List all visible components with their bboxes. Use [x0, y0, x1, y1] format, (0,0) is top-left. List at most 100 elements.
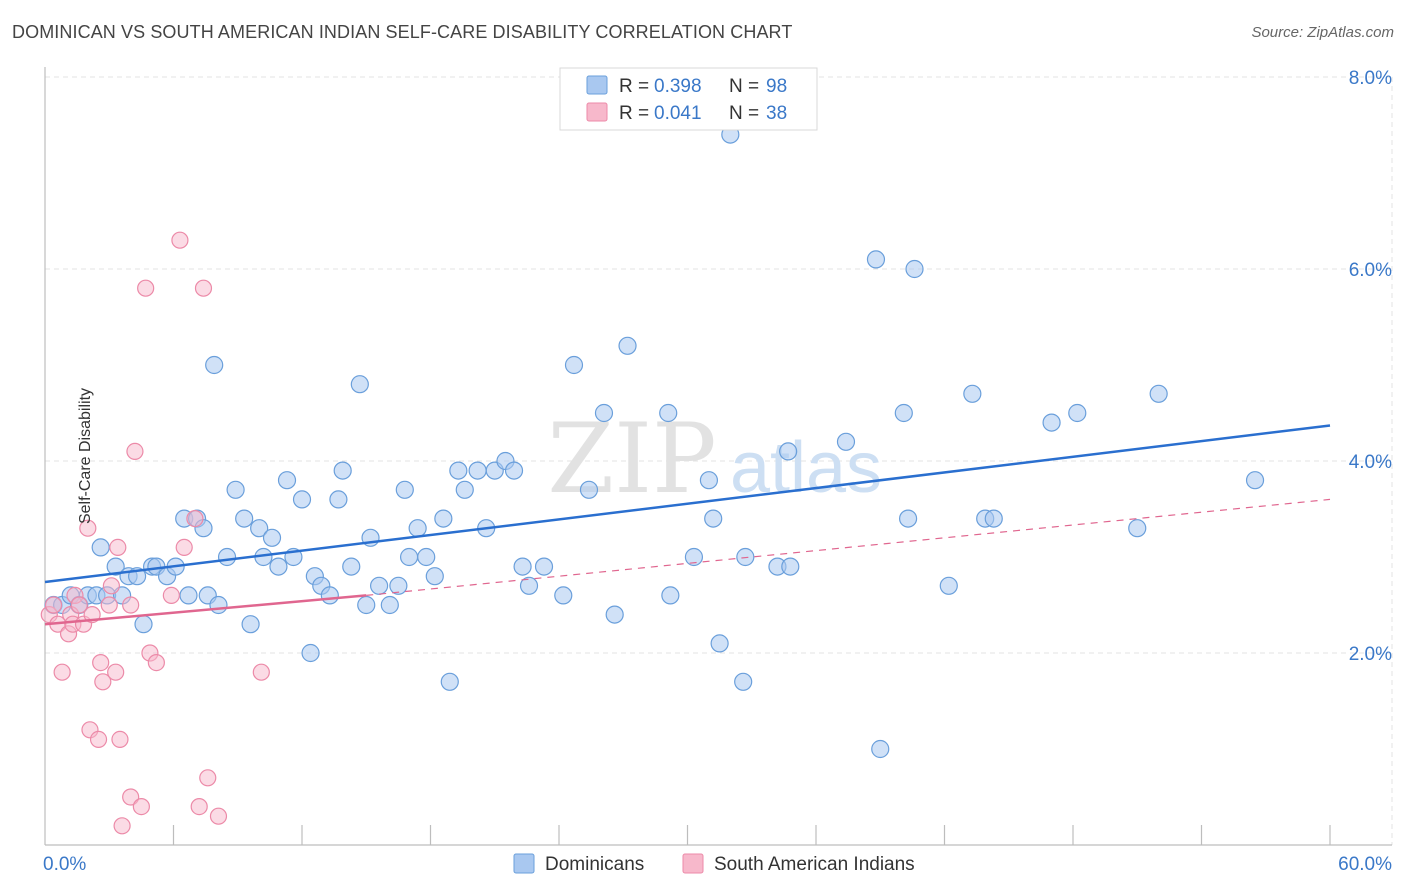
- x-tick-label-min: 0.0%: [43, 854, 86, 875]
- data-point-dominicans: [554, 586, 573, 605]
- data-point-dominicans: [1149, 384, 1168, 403]
- data-point-dominicans: [736, 547, 755, 567]
- data-point-dominicans: [699, 471, 719, 490]
- data-point-dominicans: [661, 586, 680, 605]
- data-point-south-american-indians: [89, 730, 108, 749]
- trend-lines: [44, 424, 1331, 626]
- data-point-south-american-indians: [102, 577, 120, 595]
- data-point-south-american-indians: [175, 538, 193, 557]
- data-point-south-american-indians: [137, 279, 155, 297]
- y-tick-label: 8.0%: [1349, 68, 1392, 89]
- data-point-dominicans: [320, 586, 339, 605]
- data-point-dominicans: [659, 403, 678, 423]
- data-point-dominicans: [734, 672, 753, 691]
- data-point-south-american-indians: [109, 538, 127, 557]
- data-point-dominicans: [262, 528, 282, 547]
- legend-n-value-1: 98: [766, 76, 787, 97]
- data-point-dominicans: [209, 595, 228, 615]
- data-point-dominicans: [333, 461, 352, 480]
- data-point-dominicans: [504, 461, 524, 480]
- data-point-south-american-indians: [94, 673, 112, 691]
- data-point-dominicans: [984, 509, 1003, 528]
- legend-r-value-1: 0.398: [654, 76, 702, 97]
- data-point-south-american-indians: [79, 519, 97, 537]
- legend-blue-swatch: [586, 75, 608, 95]
- data-point-dominicans: [1042, 413, 1061, 432]
- series-south-american-indians: [40, 231, 270, 835]
- data-point-dominicans: [468, 461, 487, 480]
- data-point-dominicans: [342, 557, 361, 576]
- data-point-dominicans: [179, 586, 198, 605]
- data-point-dominicans: [217, 547, 237, 567]
- data-point-dominicans: [134, 615, 153, 634]
- data-point-dominicans: [564, 355, 584, 375]
- data-point-dominicans: [871, 739, 890, 759]
- legend-n-value-2: 38: [766, 103, 787, 124]
- legend-n-label-2: N =: [729, 103, 759, 124]
- trend-line-dominicans: [44, 424, 1331, 584]
- data-point-dominicans: [408, 519, 427, 538]
- data-point-dominicans: [235, 509, 254, 528]
- data-point-dominicans: [250, 519, 269, 538]
- trend-line-south-american-indians: [44, 594, 367, 626]
- data-point-dominicans: [781, 557, 800, 576]
- data-point-dominicans: [425, 567, 444, 586]
- data-point-south-american-indians: [194, 279, 213, 297]
- data-point-dominicans: [389, 576, 408, 595]
- data-point-south-american-indians: [107, 663, 125, 681]
- data-point-south-american-indians: [132, 797, 150, 816]
- data-point-dominicans: [455, 480, 474, 499]
- data-point-dominicans: [91, 538, 110, 557]
- tick-labels: 2.0% 4.0% 6.0% 8.0% 0.0% 60.0%: [43, 68, 1392, 875]
- chart-title: DOMINICAN VS SOUTH AMERICAN INDIAN SELF-…: [12, 22, 793, 42]
- data-point-dominicans: [205, 355, 224, 375]
- data-point-south-american-indians: [122, 596, 140, 614]
- data-point-dominicans: [836, 432, 856, 451]
- data-point-dominicans: [513, 557, 532, 576]
- data-point-dominicans: [894, 403, 913, 423]
- data-point-south-american-indians: [162, 586, 180, 605]
- data-point-dominicans: [226, 480, 245, 499]
- data-point-dominicans: [1068, 403, 1087, 423]
- data-point-dominicans: [357, 595, 376, 615]
- legend-pink-swatch: [586, 102, 608, 122]
- data-point-dominicans: [399, 547, 419, 567]
- y-tick-label: 4.0%: [1349, 452, 1392, 473]
- data-point-south-american-indians: [147, 653, 165, 672]
- data-point-dominicans: [898, 509, 918, 528]
- data-point-dominicans: [434, 509, 453, 528]
- data-point-south-american-indians: [122, 788, 140, 806]
- data-point-dominicans: [866, 250, 886, 269]
- legend-r-value-2: 0.041: [654, 103, 702, 124]
- legend-r-label-1: R =: [619, 76, 649, 97]
- data-point-south-american-indians: [44, 596, 63, 614]
- data-point-dominicans: [594, 403, 614, 423]
- data-point-dominicans: [618, 336, 637, 355]
- y-tick-label: 2.0%: [1349, 644, 1392, 665]
- data-point-dominicans: [241, 615, 260, 634]
- data-point-dominicans: [106, 557, 125, 576]
- legend-r-label-2: R =: [619, 103, 649, 124]
- data-point-south-american-indians: [53, 663, 71, 681]
- data-point-dominicans: [779, 442, 798, 461]
- source-label: Source: ZipAtlas.com: [1251, 24, 1394, 41]
- x-tick-label-max: 60.0%: [1338, 854, 1392, 875]
- legend-bottom-dominicans: Dominicans: [545, 854, 644, 875]
- data-point-dominicans: [704, 509, 723, 528]
- data-point-south-american-indians: [70, 596, 88, 614]
- data-point-dominicans: [939, 576, 958, 595]
- data-point-south-american-indians: [126, 442, 144, 460]
- data-point-south-american-indians: [100, 596, 118, 614]
- legend-bottom-south-american-indians: South American Indians: [714, 854, 915, 875]
- series-dominicans: [44, 125, 1265, 759]
- data-point-dominicans: [350, 375, 369, 394]
- data-point-dominicans: [905, 259, 924, 279]
- data-point-dominicans: [449, 461, 468, 480]
- y-tick-label: 6.0%: [1349, 260, 1392, 281]
- data-point-south-american-indians: [186, 509, 204, 528]
- data-point-dominicans: [370, 576, 389, 595]
- data-point-dominicans: [579, 480, 599, 499]
- data-point-south-american-indians: [199, 769, 217, 787]
- data-point-dominicans: [963, 384, 982, 403]
